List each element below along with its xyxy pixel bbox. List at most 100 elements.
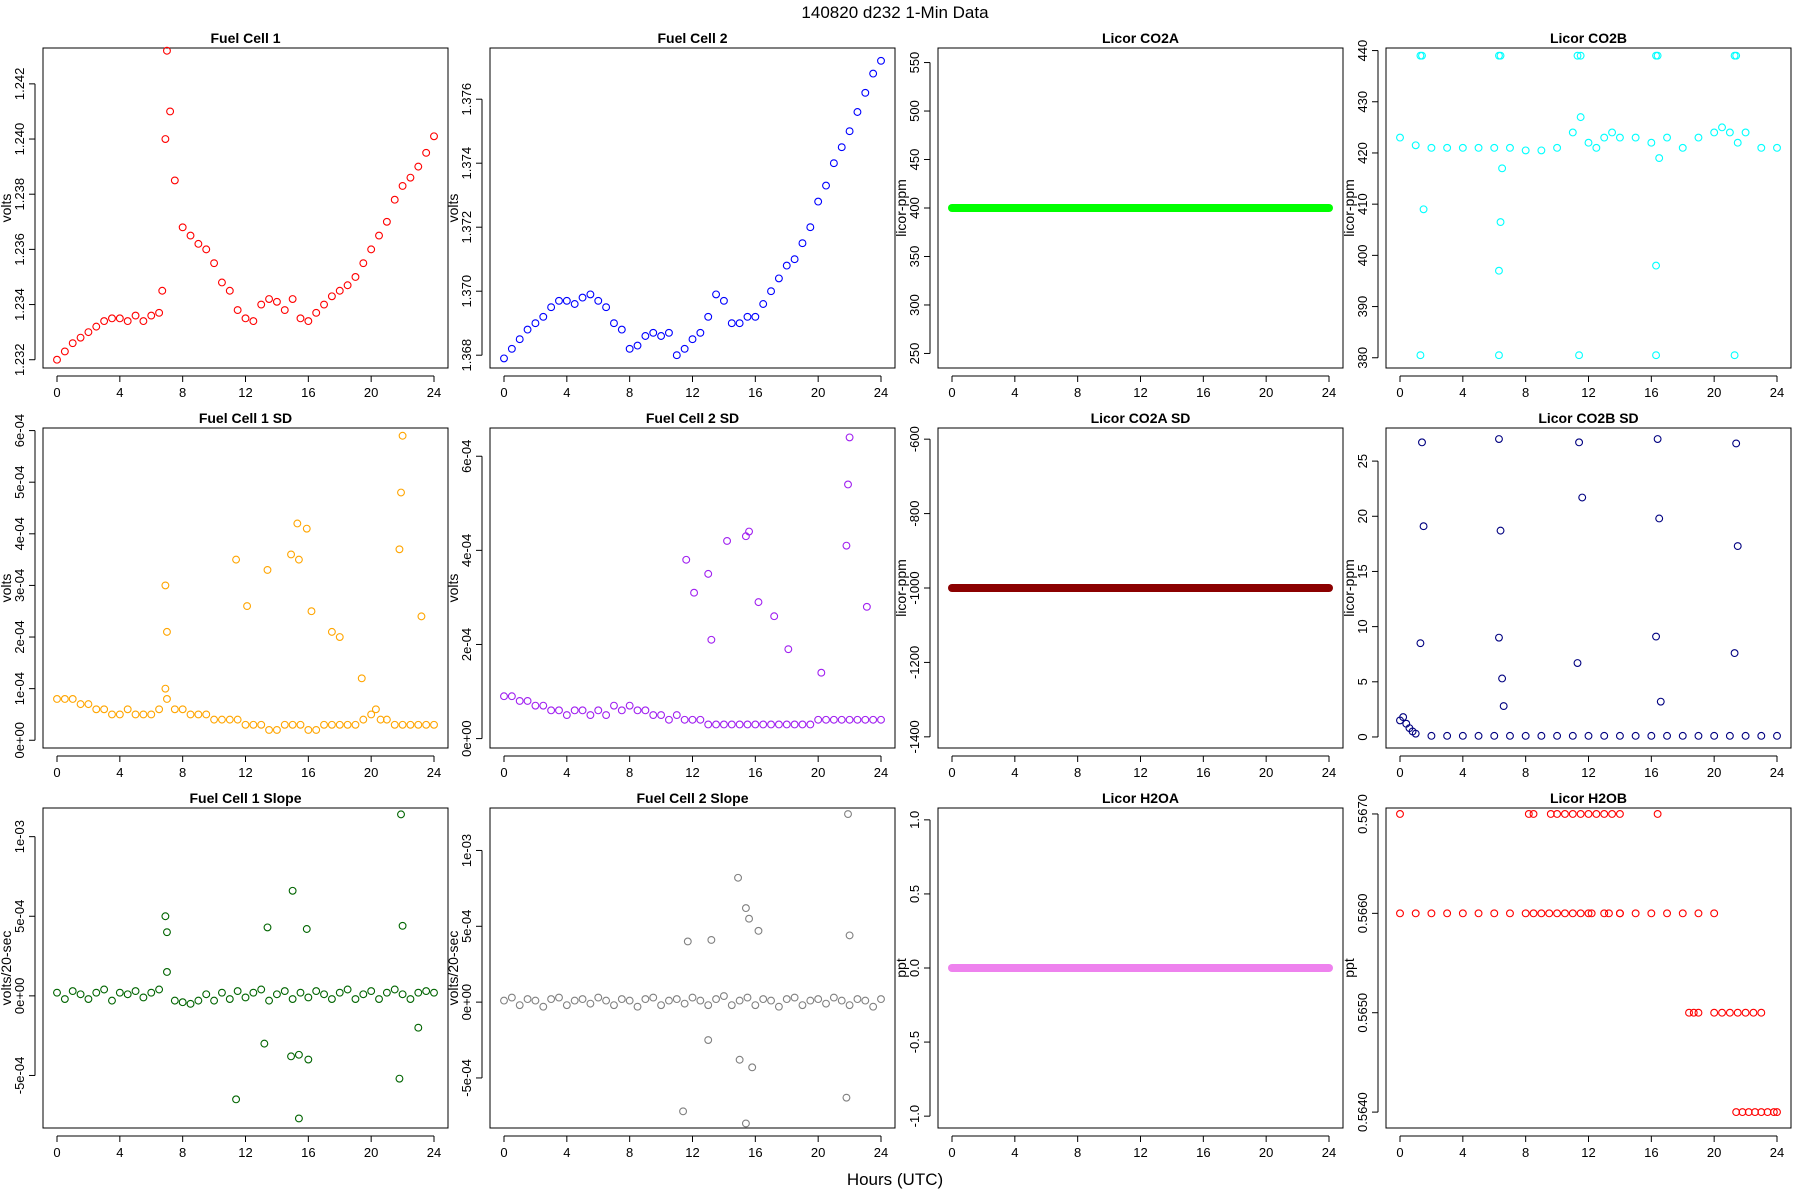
panel-title: Licor H2OA <box>1102 790 1179 806</box>
data-point <box>594 993 603 1002</box>
data-point <box>586 290 595 299</box>
data-point <box>734 873 743 882</box>
data-point <box>202 245 211 254</box>
data-point <box>547 706 556 715</box>
data-point <box>1396 810 1404 818</box>
data-point <box>507 344 516 353</box>
data-point <box>60 995 69 1003</box>
data-point <box>770 612 779 621</box>
data-point <box>845 715 854 724</box>
data-point <box>743 312 752 321</box>
data-point <box>1592 810 1601 818</box>
data-point <box>280 306 289 315</box>
y-axis: 1.232 1.234 1.236 1.238 1.240 1.242 <box>12 68 36 376</box>
x-tick-label: 16 <box>301 1145 315 1160</box>
data-point <box>414 1023 423 1032</box>
y-tick-label: 1.234 <box>12 288 27 321</box>
data-point <box>1615 133 1624 142</box>
x-tick-label: 0 <box>53 385 60 400</box>
x-tick-label: 12 <box>685 765 699 780</box>
data-point <box>1592 143 1601 152</box>
y-tick-label: 1.372 <box>459 211 474 244</box>
data-point <box>335 286 344 295</box>
data-point <box>790 255 799 264</box>
data-point <box>1496 526 1505 535</box>
x-tick-label: 12 <box>1581 1145 1595 1160</box>
data-point <box>1443 143 1452 152</box>
data-point <box>108 314 116 323</box>
x-tick-label: 24 <box>1770 385 1784 400</box>
y-tick-label: 0.5650 <box>1355 993 1370 1033</box>
data-point <box>1663 909 1671 918</box>
data-point <box>806 996 815 1005</box>
x-tick-label: 0 <box>500 385 507 400</box>
data-point <box>139 710 148 719</box>
data-point <box>1418 438 1426 447</box>
data-point <box>1757 731 1766 740</box>
x-axis: 0 4 8 12 16 20 24 <box>948 1135 1336 1160</box>
y-tick-label: 1.236 <box>12 233 27 266</box>
x-tick-label: 20 <box>811 765 825 780</box>
data-point <box>367 987 376 996</box>
data-point <box>719 720 728 729</box>
data-point <box>320 300 328 309</box>
data-point <box>1506 909 1514 918</box>
data-point <box>1553 731 1562 740</box>
y-axis: 1.368 1.370 1.372 1.374 1.376 <box>459 83 483 371</box>
data-point <box>507 993 516 1002</box>
x-tick-label: 0 <box>500 1145 507 1160</box>
panel-title: Fuel Cell 2 Slope <box>636 790 748 806</box>
data-point <box>1773 1108 1781 1117</box>
panel-title: Licor CO2A <box>1102 30 1179 46</box>
data-series <box>500 56 885 363</box>
data-point <box>422 720 431 729</box>
data-point <box>108 710 116 719</box>
data-point <box>1490 909 1499 918</box>
data-point <box>1458 731 1467 740</box>
data-point <box>1694 909 1703 918</box>
data-point <box>68 987 77 996</box>
x-tick-label: 16 <box>1644 385 1658 400</box>
y-tick-label: 410 <box>1355 193 1370 215</box>
x-axis: 0 4 8 12 16 20 24 <box>500 375 888 400</box>
data-point <box>1608 128 1617 137</box>
x-tick-label: 12 <box>238 765 252 780</box>
data-point <box>754 598 763 607</box>
data-point <box>68 339 77 348</box>
data-point <box>371 705 380 714</box>
data-point <box>1600 133 1609 142</box>
data-point <box>704 1001 713 1010</box>
data-point <box>641 995 650 1004</box>
y-axis-label: licor-ppm <box>893 559 909 617</box>
panel-8: Licor CO2B SD licor-ppm 0 4 8 12 16 20 24 0 5 10 15 2… <box>1341 410 1792 780</box>
data-point <box>1576 810 1585 818</box>
data-point <box>1678 909 1687 918</box>
plot-frame <box>489 807 896 1129</box>
y-tick-label: 390 <box>1355 296 1370 318</box>
data-point <box>1496 218 1505 227</box>
panel-title: Licor CO2B SD <box>1538 410 1638 426</box>
data-point <box>147 988 156 997</box>
panel-title: Licor CO2B <box>1550 30 1627 46</box>
plot-frame <box>1385 807 1792 1129</box>
x-tick-label: 20 <box>1259 1145 1273 1160</box>
data-point <box>539 1002 548 1011</box>
x-tick-label: 20 <box>811 385 825 400</box>
x-tick-label: 24 <box>427 765 441 780</box>
x-axis: 0 4 8 12 16 20 24 <box>1396 755 1784 780</box>
x-tick-label: 12 <box>1133 1145 1147 1160</box>
data-point <box>92 322 101 331</box>
data-point <box>784 645 793 654</box>
data-point <box>649 711 658 720</box>
data-point <box>594 296 603 305</box>
data-point <box>500 996 508 1005</box>
data-point <box>515 696 524 705</box>
data-point <box>1694 133 1703 142</box>
x-tick-label: 12 <box>685 1145 699 1160</box>
data-series <box>1396 435 1781 740</box>
data-point <box>359 715 368 724</box>
data-point <box>570 300 579 308</box>
data-point <box>782 720 791 729</box>
x-tick-label: 8 <box>1074 385 1081 400</box>
